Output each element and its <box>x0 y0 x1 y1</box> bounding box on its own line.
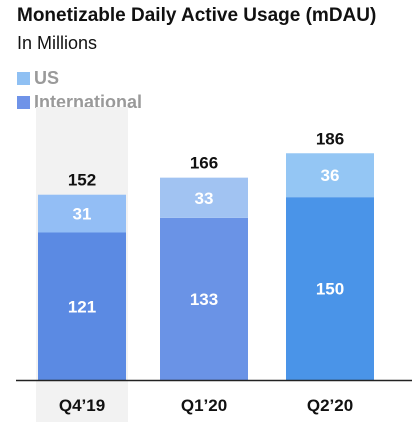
legend-label-international: International <box>34 91 143 112</box>
bar-us-1 <box>38 194 126 233</box>
x-tick-label-2: Q1’20 <box>181 396 227 415</box>
legend-label-us: US <box>34 67 60 88</box>
legend-swatch-us <box>17 71 30 85</box>
chart-title: Monetizable Daily Active Usage (mDAU) <box>17 5 377 26</box>
data-label-international-2: 133 <box>190 290 218 309</box>
x-tick-label-3: Q2’20 <box>307 396 353 415</box>
data-label-international-3: 150 <box>316 280 344 299</box>
chart-legend: US International <box>17 66 142 114</box>
data-label-total-2: 166 <box>190 154 218 173</box>
bar-us-3 <box>286 153 374 198</box>
bar-international-1 <box>38 232 126 380</box>
legend-item-international: International <box>17 90 142 114</box>
data-label-total-3: 186 <box>316 129 344 148</box>
chart-subtitle: In Millions <box>17 33 98 53</box>
bar-us-2 <box>160 177 248 218</box>
x-tick-label-1: Q4’19 <box>59 396 105 415</box>
data-label-us-3: 36 <box>321 166 340 185</box>
data-label-us-2: 33 <box>195 189 214 208</box>
bar-international-2 <box>160 217 248 380</box>
data-label-us-1: 31 <box>73 205 92 224</box>
legend-item-us: US <box>17 66 142 90</box>
bar-international-3 <box>286 197 374 380</box>
data-label-international-1: 121 <box>68 297 96 316</box>
data-label-total-1: 152 <box>68 171 96 190</box>
legend-swatch-international <box>17 95 30 109</box>
